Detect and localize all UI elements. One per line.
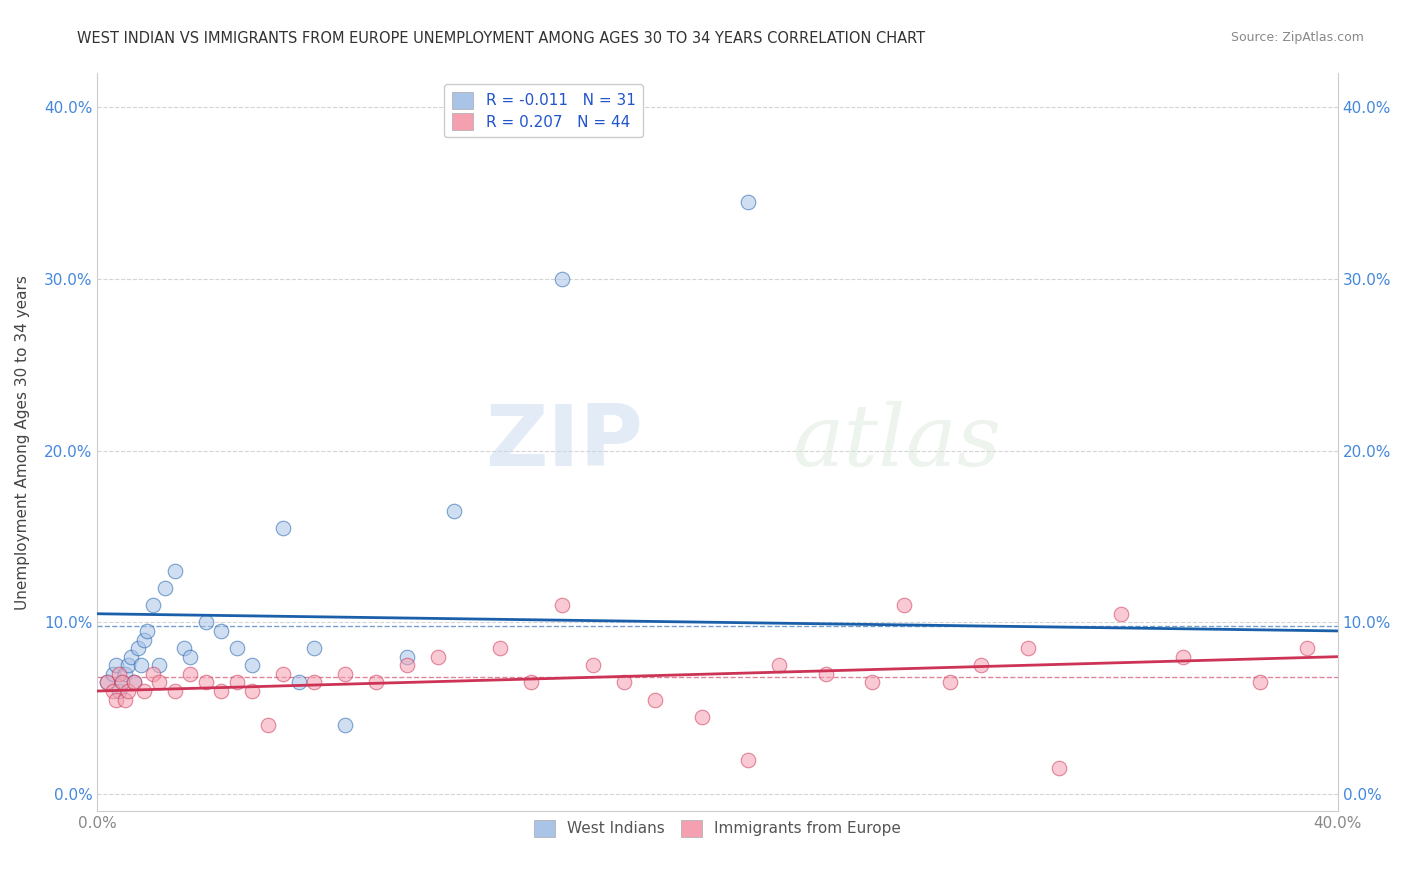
Point [939, 675, 962, 690]
Point [132, 632, 155, 647]
Point [108, 666, 131, 681]
Text: WEST INDIAN VS IMMIGRANTS FROM EUROPE UNEMPLOYMENT AMONG AGES 30 TO 34 YEARS COR: WEST INDIAN VS IMMIGRANTS FROM EUROPE UN… [77, 31, 925, 46]
Point [768, 658, 790, 673]
Point [209, 624, 232, 638]
Point [96, 675, 118, 690]
Point [111, 675, 134, 690]
Point [225, 641, 247, 656]
Point [101, 684, 124, 698]
Point [142, 598, 165, 612]
Point [1047, 761, 1070, 775]
Point [396, 649, 419, 664]
Point [163, 564, 186, 578]
Point [155, 581, 177, 595]
Point [173, 641, 195, 656]
Point [117, 658, 139, 673]
Point [240, 684, 263, 698]
Point [127, 641, 149, 656]
Point [366, 675, 388, 690]
Text: atlas: atlas [792, 401, 1001, 483]
Point [179, 649, 201, 664]
Point [304, 641, 326, 656]
Point [111, 675, 134, 690]
Point [1295, 641, 1317, 656]
Point [489, 641, 512, 656]
Legend: West Indians, Immigrants from Europe: West Indians, Immigrants from Europe [526, 813, 908, 844]
Point [194, 675, 217, 690]
Point [644, 692, 666, 706]
Point [120, 649, 142, 664]
Point [179, 666, 201, 681]
Point [124, 675, 146, 690]
Point [114, 666, 136, 681]
Point [335, 718, 357, 732]
Point [117, 684, 139, 698]
Point [551, 598, 574, 612]
Point [142, 666, 165, 681]
Point [101, 666, 124, 681]
Point [114, 692, 136, 706]
Y-axis label: Unemployment Among Ages 30 to 34 years: Unemployment Among Ages 30 to 34 years [15, 275, 30, 609]
Point [1109, 607, 1132, 621]
Point [862, 675, 884, 690]
Point [104, 658, 127, 673]
Point [256, 718, 278, 732]
Point [737, 753, 759, 767]
Point [209, 684, 232, 698]
Point [814, 666, 837, 681]
Point [304, 675, 326, 690]
Point [551, 272, 574, 286]
Point [520, 675, 543, 690]
Point [737, 194, 759, 209]
Point [893, 598, 915, 612]
Point [124, 675, 146, 690]
Point [129, 658, 152, 673]
Point [1171, 649, 1194, 664]
Point [335, 666, 357, 681]
Point [582, 658, 605, 673]
Point [148, 658, 170, 673]
Point [427, 649, 450, 664]
Point [240, 658, 263, 673]
Point [1249, 675, 1271, 690]
Point [132, 684, 155, 698]
Point [613, 675, 636, 690]
Point [690, 710, 713, 724]
Point [225, 675, 247, 690]
Point [194, 615, 217, 630]
Point [148, 675, 170, 690]
Point [271, 666, 294, 681]
Point [104, 692, 127, 706]
Point [96, 675, 118, 690]
Point [271, 521, 294, 535]
Point [163, 684, 186, 698]
Point [135, 624, 157, 638]
Text: Source: ZipAtlas.com: Source: ZipAtlas.com [1230, 31, 1364, 45]
Point [396, 658, 419, 673]
Point [443, 504, 465, 518]
Text: ZIP: ZIP [485, 401, 643, 483]
Point [1017, 641, 1039, 656]
Point [288, 675, 311, 690]
Point [108, 684, 131, 698]
Point [970, 658, 993, 673]
